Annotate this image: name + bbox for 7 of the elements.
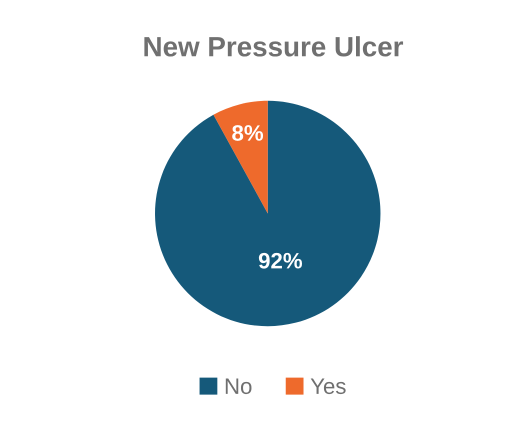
chart-title: New Pressure Ulcer [144, 36, 404, 57]
legend-label: No [226, 378, 252, 394]
legend-label: Yes [310, 378, 346, 394]
pie-slice [155, 100, 380, 326]
data-label: 8% [232, 125, 264, 141]
pie-slice [213, 100, 268, 214]
data-label: 92% [258, 252, 302, 269]
